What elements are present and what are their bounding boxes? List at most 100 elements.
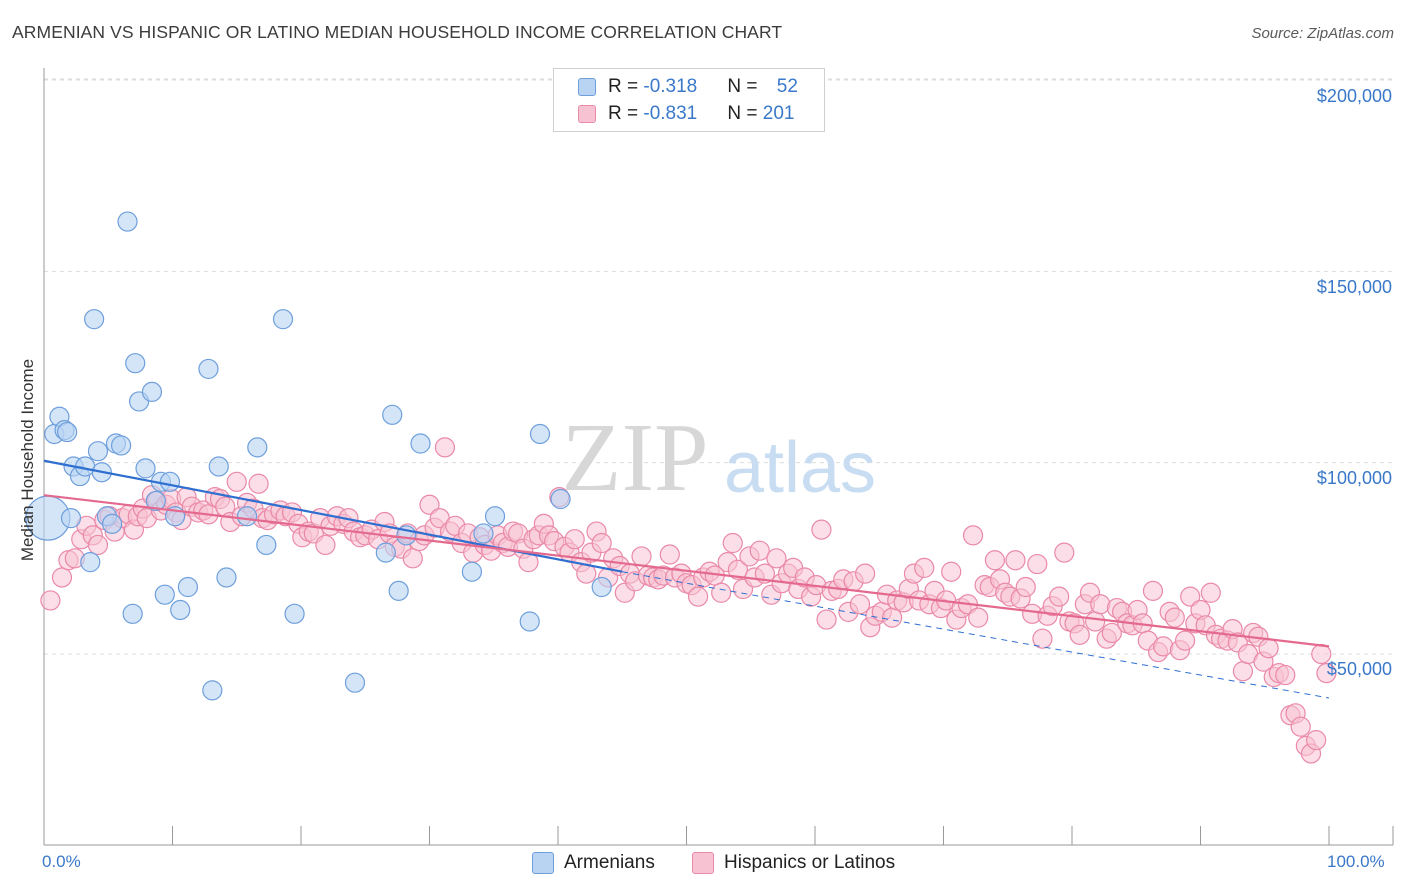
x-tick-label-min: 0.0% xyxy=(42,852,81,871)
stats-legend: R = -0.318 N = 52 R = -0.831 N = 201 xyxy=(553,68,825,132)
armenians-point xyxy=(145,490,166,512)
hispanics-point xyxy=(1153,636,1174,657)
watermark-atlas: atlas xyxy=(724,428,876,508)
legend-n-value: 201 xyxy=(762,103,795,124)
hispanics-point xyxy=(402,548,423,569)
hispanics-point xyxy=(766,548,787,569)
armenians-point xyxy=(141,381,163,402)
hispanics-point xyxy=(631,546,652,567)
hispanics-point xyxy=(1275,664,1296,686)
armenians-point xyxy=(461,561,483,582)
hispanics-point xyxy=(849,594,871,615)
hispanics-point xyxy=(1032,628,1053,649)
hispanics-point xyxy=(87,534,109,556)
legend-item-hispanics[interactable]: Hispanics or Latinos xyxy=(692,852,895,874)
y-tick-label-100k: $100,000 xyxy=(1316,468,1392,488)
hispanics-point xyxy=(1316,663,1337,684)
armenians-swatch xyxy=(578,78,596,96)
hispanics-point xyxy=(1090,594,1111,615)
armenians-point xyxy=(154,584,175,605)
hispanics-point xyxy=(711,582,732,603)
armenians-point xyxy=(208,456,229,477)
armenians-point xyxy=(110,435,132,456)
armenians-points xyxy=(25,211,612,701)
armenians-point xyxy=(473,523,494,544)
hispanics-point xyxy=(914,557,935,579)
hispanics-point xyxy=(1005,550,1026,571)
armenians-point xyxy=(484,506,506,527)
hispanics-point xyxy=(51,567,73,588)
hispanics-point xyxy=(727,559,749,580)
hispanics-point xyxy=(1049,586,1070,607)
hispanics-point xyxy=(984,550,1006,571)
hispanics-point xyxy=(226,471,247,492)
legend-n-label: N = xyxy=(727,76,763,97)
armenians-point xyxy=(236,506,258,527)
hispanics-point xyxy=(1101,622,1122,644)
source-label: Source: ZipAtlas.com xyxy=(1251,25,1394,42)
hispanics-point xyxy=(1085,611,1106,632)
hispanics-point xyxy=(1290,716,1311,737)
hispanics-point xyxy=(40,590,61,611)
legend-label-armenians: Armenians xyxy=(564,852,655,873)
hispanics-point xyxy=(659,544,680,565)
armenians-point xyxy=(125,353,146,374)
hispanics-point xyxy=(1027,553,1048,575)
hispanics-point xyxy=(419,494,440,515)
legend-r-value: -0.831 xyxy=(643,103,698,124)
hispanics-point xyxy=(855,563,876,584)
armenians-point xyxy=(135,458,156,479)
hispanics-point xyxy=(434,437,456,458)
armenians-point xyxy=(102,513,123,534)
y-tick-label-150k: $150,000 xyxy=(1316,277,1392,297)
legend-n-value: 52 xyxy=(776,76,798,97)
legend-item-armenians[interactable]: Armenians xyxy=(532,852,655,874)
armenians-point xyxy=(388,580,409,601)
hispanics-point xyxy=(1306,729,1327,751)
armenians-trend-line xyxy=(622,571,1330,699)
y-axis-label: Median Household Income xyxy=(18,358,37,562)
armenians-point xyxy=(87,441,109,462)
armenians-point xyxy=(198,358,219,380)
armenians-point xyxy=(202,680,223,701)
armenians-point xyxy=(591,576,612,598)
hispanics-points xyxy=(40,437,1337,764)
armenians-point xyxy=(117,211,138,232)
armenians-point xyxy=(256,534,277,556)
hispanics-point xyxy=(1180,586,1201,607)
armenians-point xyxy=(272,309,294,330)
armenians-point xyxy=(159,471,181,492)
armenians-point xyxy=(80,552,101,573)
hispanics-point xyxy=(1015,576,1036,598)
armenians-swatch xyxy=(532,852,554,874)
armenians-point xyxy=(60,508,82,529)
hispanics-point xyxy=(962,525,984,546)
legend-r-value: -0.318 xyxy=(643,76,698,97)
armenians-point xyxy=(122,603,143,624)
hispanics-point xyxy=(1200,582,1221,603)
axis-layer xyxy=(43,68,1394,846)
legend-n-label: N = xyxy=(727,103,763,124)
hispanics-point xyxy=(968,607,989,628)
armenians-point xyxy=(84,309,105,330)
armenians-point xyxy=(344,672,366,693)
armenians-point xyxy=(550,488,571,510)
armenians-point xyxy=(519,611,540,632)
series-legend: Armenians Hispanics or Latinos xyxy=(0,852,1406,878)
x-tick-label-max: 100.0% xyxy=(1327,852,1385,871)
armenians-point xyxy=(410,433,431,454)
hispanics-trend-line xyxy=(43,494,1330,648)
y-tick-label-50k: $50,000 xyxy=(1326,659,1392,679)
hispanics-point xyxy=(811,519,832,540)
hispanics-point xyxy=(1054,542,1075,563)
armenians-point xyxy=(170,599,191,621)
hispanics-point xyxy=(941,561,962,582)
armenians-point xyxy=(247,437,268,458)
hispanics-point xyxy=(1258,638,1279,659)
hispanics-point xyxy=(1164,607,1185,628)
hispanics-point xyxy=(722,532,743,554)
armenians-trend-line xyxy=(43,459,623,573)
legend-label-hispanics: Hispanics or Latinos xyxy=(724,852,896,873)
hispanics-point xyxy=(1174,630,1196,651)
